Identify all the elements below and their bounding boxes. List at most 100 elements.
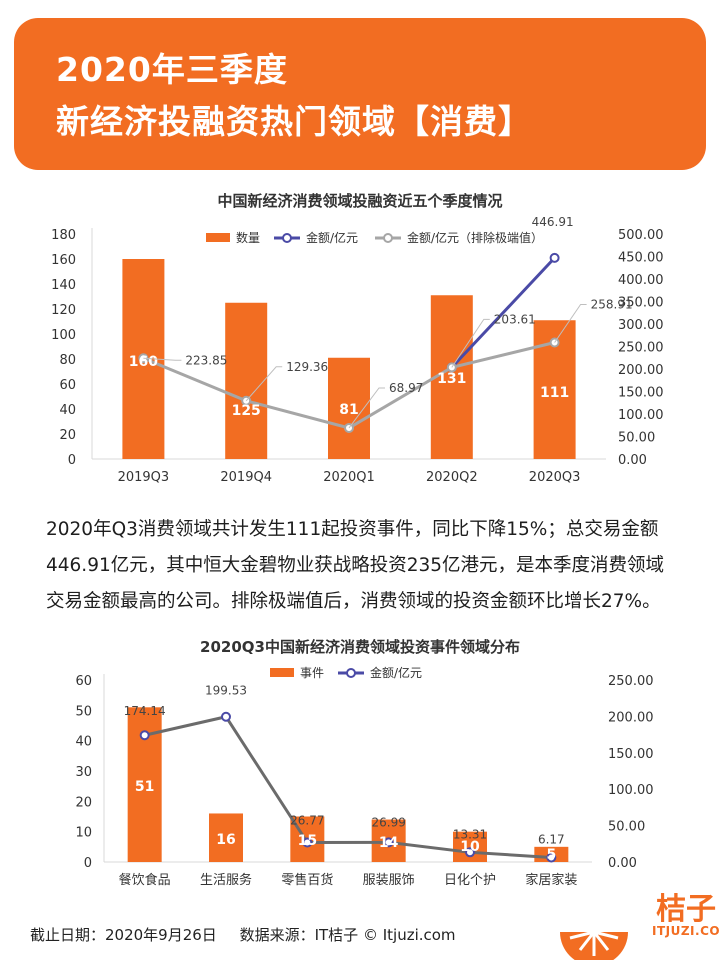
y-right-tick-label: 450.00 <box>618 251 664 266</box>
legend-swatch-marker <box>346 668 356 678</box>
label-leader-line <box>451 318 490 368</box>
legend-swatch-bar <box>206 233 230 242</box>
line-value-label: 68.97 <box>389 381 423 395</box>
footer-source: 数据来源：IT桔子 © Itjuzi.com <box>239 926 456 944</box>
y-right-tick-label: 100.00 <box>618 408 664 423</box>
y-left-tick-label: 100 <box>51 328 76 343</box>
bar-value-label: 15 <box>298 833 317 849</box>
y-left-tick-label: 40 <box>59 403 76 418</box>
bar-value-label: 5 <box>546 847 556 863</box>
label-leader-line <box>554 303 587 343</box>
legend-swatch-bar <box>270 668 294 677</box>
summary-line-1: 2020年Q3消费领域共计发生111起投资事件，同比下降15%；总交易金额 <box>46 519 659 540</box>
data-point <box>302 837 313 848</box>
itjuzi-logo: 桔子 ITJUZI.COM <box>560 880 720 960</box>
y-right-tick-label: 50.00 <box>618 431 655 446</box>
y-left-tick-label: 40 <box>75 735 92 750</box>
x-tick-label: 2019Q3 <box>118 470 170 485</box>
bar-value-label: 16 <box>216 832 235 848</box>
y-right-tick-label: 250.00 <box>608 674 654 689</box>
legend-label: 事件 <box>300 666 324 680</box>
y-left-tick-label: 0 <box>68 453 76 468</box>
x-tick-label: 零售百货 <box>281 872 333 888</box>
label-leader-line <box>143 357 182 361</box>
data-point <box>546 852 557 863</box>
data-point <box>465 847 475 858</box>
legend-label: 金额/亿元 <box>370 665 422 680</box>
y-right-tick-label: 250.00 <box>618 341 664 356</box>
label-leader-line <box>348 387 385 429</box>
chart-title: 2020Q3中国新经济消费领域投资事件领域分布 <box>200 638 520 656</box>
y-right-tick-label: 150.00 <box>618 386 664 401</box>
x-tick-label: 日化个护 <box>444 873 496 888</box>
y-left-tick-label: 60 <box>59 378 76 393</box>
line-value-label: 223.85 <box>185 353 227 367</box>
y-left-tick-label: 50 <box>75 704 92 719</box>
x-tick-label: 2020Q3 <box>529 470 581 485</box>
x-tick-label: 生活服务 <box>200 872 252 888</box>
logo-chinese-name: 桔子 <box>656 892 716 927</box>
line-value-label: 199.53 <box>205 684 247 698</box>
legend-label: 金额/亿元 <box>306 230 358 245</box>
y-left-tick-label: 10 <box>75 826 92 841</box>
summary-line-2: 446.91亿元，其中恒大金碧物业获战略投资235亿港元，是本季度消费领域 <box>46 555 665 576</box>
bar-value-label: 111 <box>540 385 569 401</box>
x-tick-label: 2020Q1 <box>323 470 375 485</box>
series-line <box>144 715 552 860</box>
y-left-tick-label: 30 <box>75 765 92 780</box>
x-tick-label: 2020Q2 <box>426 470 478 485</box>
footer: 截止日期：2020年9月26日 数据来源：IT桔子 © Itjuzi.com <box>30 924 456 945</box>
bar-value-label: 125 <box>232 403 261 419</box>
orange-slice-icon <box>560 930 628 960</box>
line-value-label: 258.91 <box>591 297 633 311</box>
line-value-label: 6.17 <box>538 833 565 847</box>
bar-value-label: 51 <box>135 779 154 795</box>
legend-label: 数量 <box>236 230 260 245</box>
line-value-label: 446.91 <box>532 215 574 229</box>
data-point <box>383 837 394 848</box>
y-left-tick-label: 20 <box>59 428 76 443</box>
summary-paragraph: 2020年Q3消费领域共计发生111起投资事件，同比下降15%；总交易金额 44… <box>46 512 686 620</box>
logo-english-name: ITJUZI.COM <box>652 924 720 938</box>
data-point <box>139 730 150 741</box>
line-value-label: 26.99 <box>371 815 405 829</box>
bar-value-label: 14 <box>379 835 399 851</box>
x-tick-label: 家居家装 <box>525 872 577 888</box>
y-right-tick-label: 50.00 <box>608 820 645 835</box>
y-left-tick-label: 120 <box>51 303 76 318</box>
line-value-label: 203.61 <box>494 312 536 326</box>
y-right-tick-label: 0.00 <box>618 453 647 468</box>
bar <box>225 302 268 459</box>
x-tick-label: 餐饮食品 <box>119 872 171 888</box>
bar-value-label: 160 <box>129 354 158 370</box>
y-right-tick-label: 400.00 <box>618 273 664 288</box>
legend-label: 金额/亿元（排除极端值） <box>407 230 543 245</box>
bar <box>328 357 370 459</box>
bar <box>209 813 243 862</box>
data-point <box>221 711 231 722</box>
title-banner: 2020年三季度 新经济投融资热门领域【消费】 <box>14 18 706 170</box>
x-tick-label: 服装服饰 <box>363 873 415 888</box>
y-left-tick-label: 140 <box>51 278 76 293</box>
bar-value-label: 10 <box>460 839 480 855</box>
y-left-tick-label: 160 <box>51 253 76 268</box>
legend-swatch-marker <box>383 233 393 243</box>
y-left-tick-label: 80 <box>59 353 76 368</box>
bar-value-label: 81 <box>339 402 358 418</box>
y-right-tick-label: 200.00 <box>618 363 664 378</box>
banner-title-line1: 2020年三季度 <box>56 50 288 89</box>
legend-swatch-marker <box>282 233 292 243</box>
y-right-tick-label: 0.00 <box>608 856 637 871</box>
y-left-tick-label: 60 <box>75 674 92 689</box>
label-leader-line <box>245 366 283 402</box>
bar-value-label: 131 <box>437 371 466 387</box>
y-right-tick-label: 300.00 <box>618 318 664 333</box>
y-right-tick-label: 200.00 <box>608 710 654 725</box>
y-right-tick-label: 350.00 <box>618 296 664 311</box>
y-left-tick-label: 180 <box>51 228 76 243</box>
line-value-label: 129.36 <box>286 360 328 374</box>
footer-date: 截止日期：2020年9月26日 <box>30 926 217 944</box>
line-value-label: 26.77 <box>290 814 324 828</box>
sector-distribution-chart: 2020Q3中国新经济消费领域投资事件领域分布 0 10 20 30 40 50 60 0.00… <box>75 638 654 888</box>
data-point <box>549 252 560 263</box>
